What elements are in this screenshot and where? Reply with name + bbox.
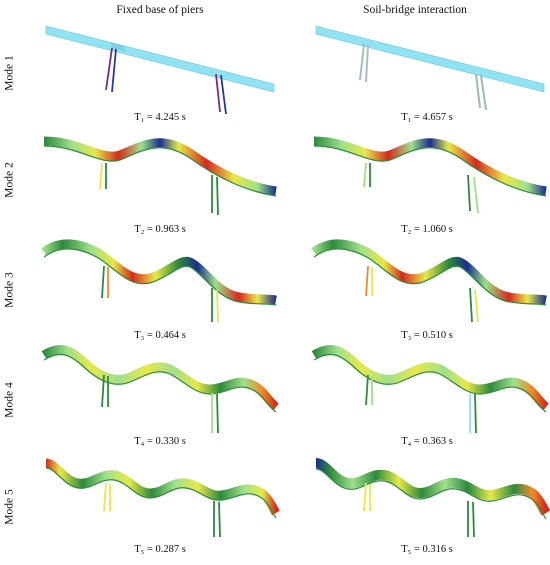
- column-title-soil-bridge: Soil-bridge interaction: [363, 4, 467, 16]
- mode-1-fixed-base-shape: [45, 25, 275, 115]
- mode-label-5: Mode 5: [4, 489, 16, 525]
- mode-5-soil-bridge-shape: [314, 458, 550, 538]
- mode-label-1: Mode 1: [4, 55, 16, 91]
- mode-2-fixed-base-period: T₂ = 0.963 s: [134, 224, 186, 235]
- mode-4-fixed-base-period: T₄ = 0.330 s: [134, 436, 186, 447]
- mode-label-3: Mode 3: [4, 272, 16, 308]
- mode-4-fixed-base-shape: [41, 344, 279, 434]
- mode-label-2: Mode 2: [4, 162, 16, 198]
- mode-2-fixed-base-shape: [43, 136, 277, 216]
- mode-1-fixed-base-period: T₁ = 4.245 s: [134, 112, 186, 123]
- mode-2-soil-bridge-shape: [313, 136, 547, 214]
- mode-3-fixed-base-shape: [41, 239, 277, 323]
- mode-1-soil-bridge-period: T₁ = 4.657 s: [401, 112, 453, 123]
- mode-label-4: Mode 4: [4, 382, 16, 418]
- mode-3-soil-bridge-period: T₃ = 0.510 s: [401, 330, 453, 341]
- mode-4-soil-bridge-period: T₄ = 0.363 s: [401, 436, 453, 447]
- mode-5-fixed-base-shape: [45, 458, 280, 538]
- mode-3-fixed-base-period: T₃ = 0.464 s: [134, 330, 186, 341]
- mode-5-fixed-base-period: T₅ = 0.287 s: [134, 544, 186, 555]
- mode-5-soil-bridge-period: T₅ = 0.316 s: [401, 544, 453, 555]
- mode-4-soil-bridge-shape: [311, 344, 549, 434]
- mode-2-soil-bridge-period: T₂ = 1.060 s: [401, 224, 453, 235]
- column-title-fixed-base: Fixed base of piers: [116, 4, 204, 16]
- mode-1-soil-bridge-shape: [315, 25, 545, 111]
- mode-3-soil-bridge-shape: [311, 239, 547, 323]
